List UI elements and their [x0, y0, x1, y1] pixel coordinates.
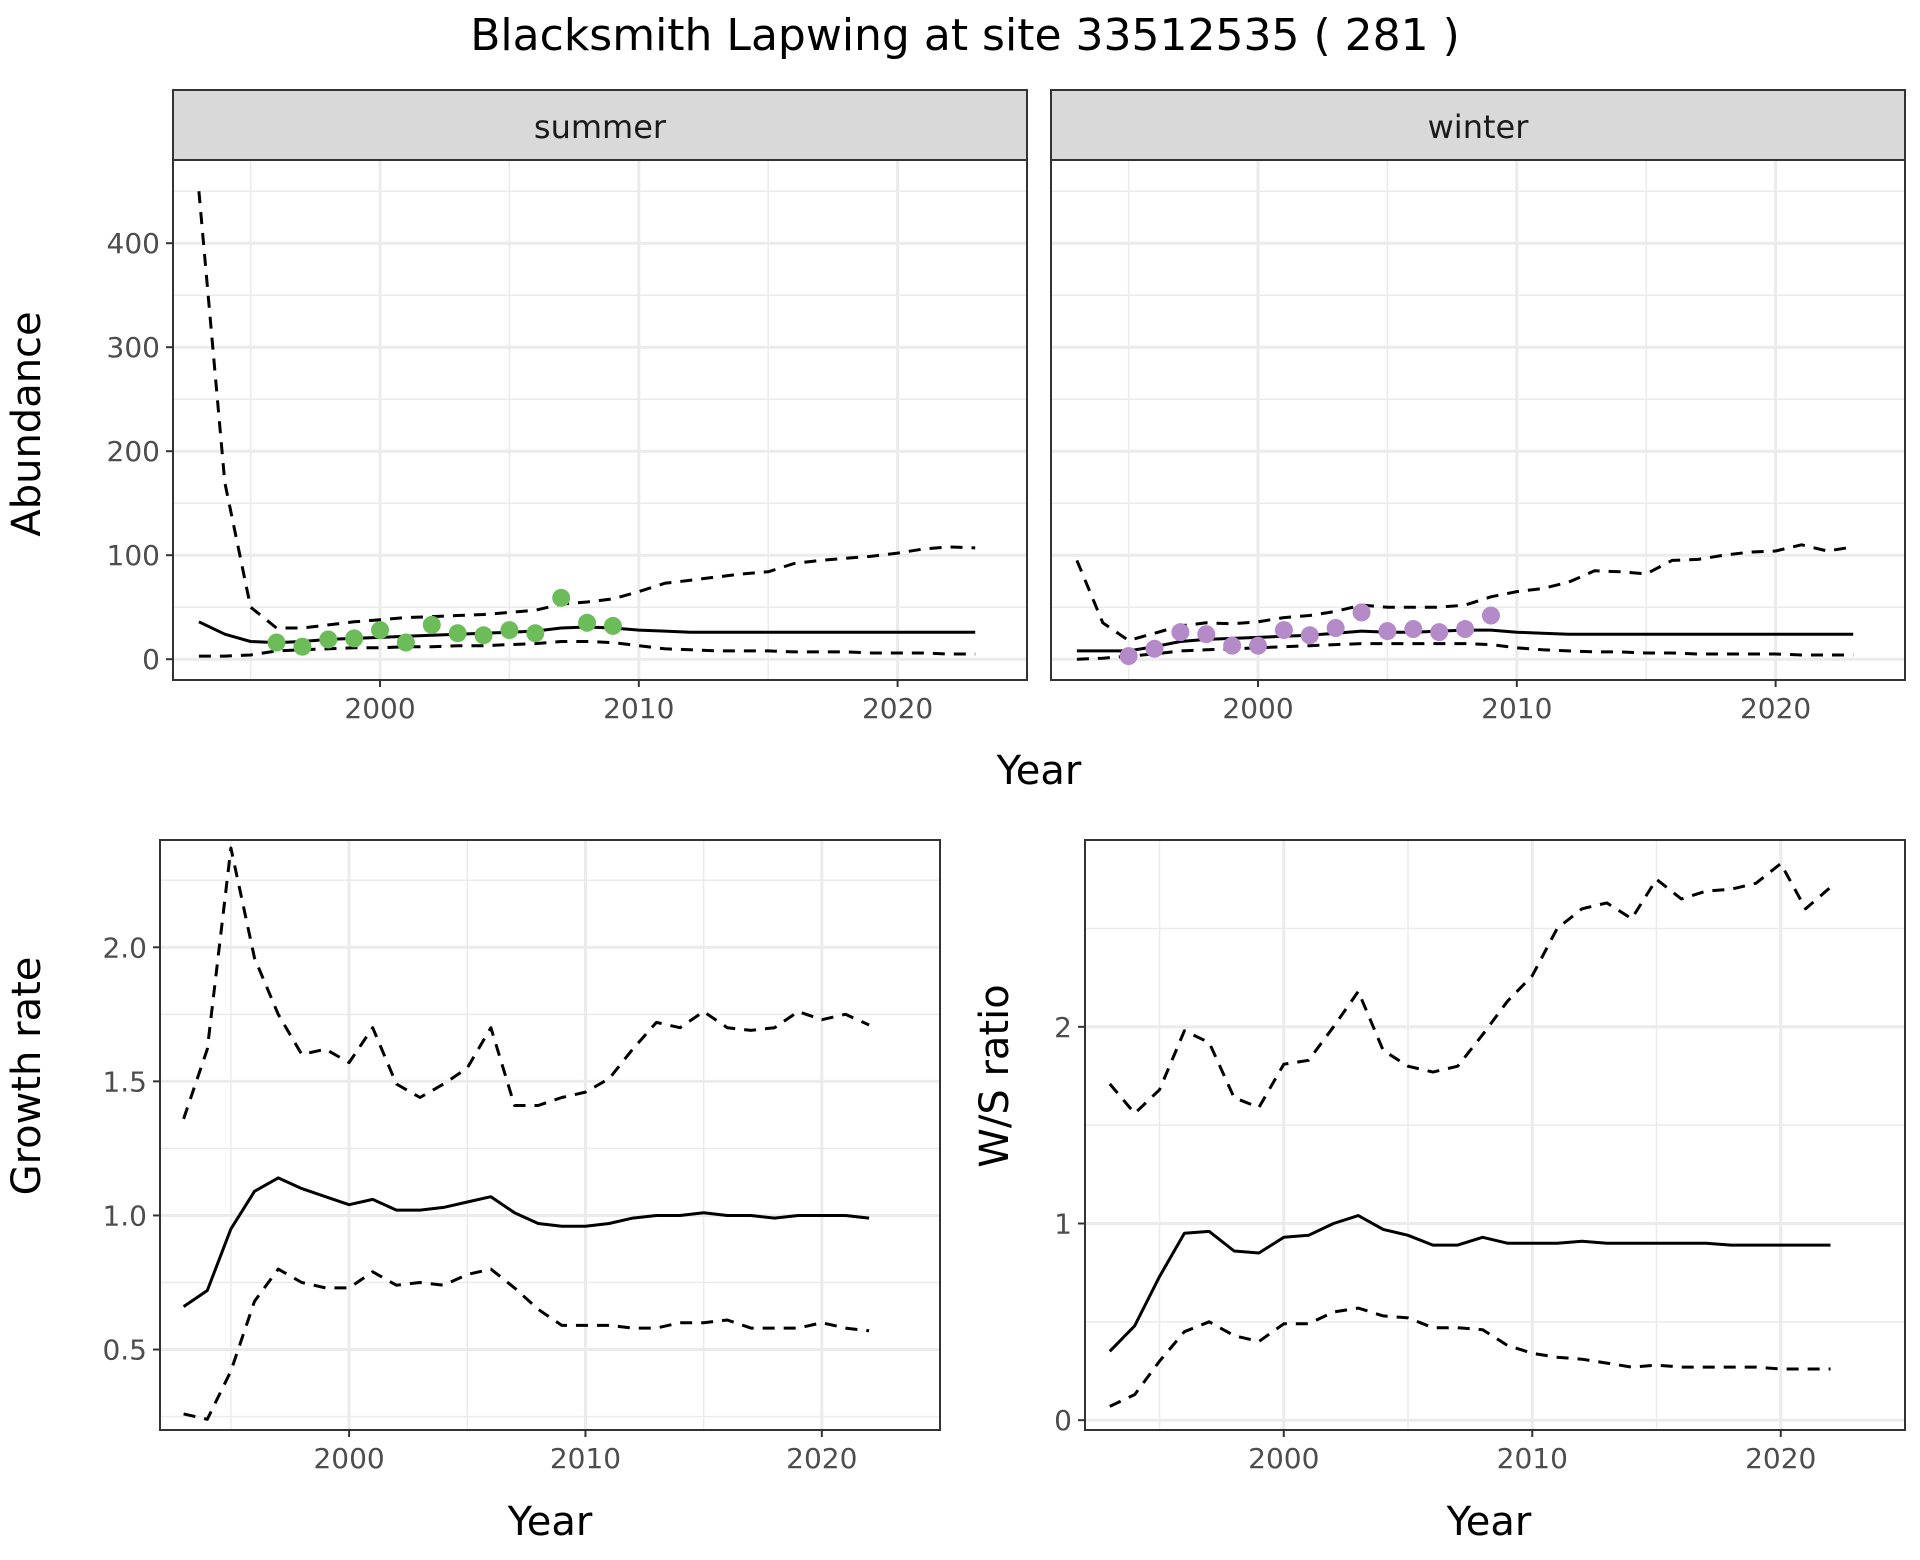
x-tick-label: 2000: [1222, 692, 1293, 725]
y-tick-label: 300: [107, 331, 160, 364]
data-point: [267, 633, 286, 652]
winter-panel: winter 2000 2010 2020: [1050, 89, 1906, 725]
data-point: [1171, 623, 1190, 642]
y-tick-label: 0: [142, 643, 160, 676]
data-point: [1481, 606, 1500, 625]
interval-line: [1109, 1306, 1831, 1408]
data-point: [1378, 622, 1397, 641]
summer-strip-label: summer: [534, 108, 667, 146]
data-point: [500, 621, 519, 640]
interval-line: [183, 1267, 870, 1421]
data-point: [1223, 636, 1242, 655]
data-point: [448, 624, 467, 643]
data-point: [1249, 636, 1268, 655]
panel-border: [1084, 839, 1906, 1431]
interval-line: [1075, 543, 1854, 642]
interval-line: [197, 191, 976, 630]
ws-ratio-y-axis-title: W/S ratio: [972, 984, 1018, 1167]
y-tick-label: 200: [107, 435, 160, 468]
data-point: [1197, 625, 1216, 644]
summer-strip: [172, 89, 1028, 161]
x-tick-label: 2010: [1497, 1442, 1568, 1475]
data-point: [1274, 621, 1293, 640]
x-tick-label: 2020: [786, 1442, 857, 1475]
x-tick-label: 2000: [344, 692, 415, 725]
panel-background: [160, 840, 940, 1430]
data-point: [603, 616, 622, 635]
x-tick-label: 2020: [1740, 692, 1811, 725]
data-point: [1430, 623, 1449, 642]
data-point: [1119, 647, 1138, 666]
data-point: [1404, 620, 1423, 639]
y-tick-label: 1.5: [102, 1065, 147, 1098]
y-tick-label: 1: [1054, 1208, 1072, 1241]
abundance-x-axis-title: Year: [996, 748, 1082, 794]
y-tick-label: 400: [107, 227, 160, 260]
panel-background: [173, 160, 1027, 680]
interval-line: [1108, 862, 1832, 1115]
abundance-y-axis-title: Abundance: [4, 311, 50, 536]
ws-ratio-x-axis-title: Year: [1446, 1499, 1532, 1545]
data-point: [1326, 619, 1345, 637]
ws-ratio-panel: 2000 2010 2020 0 1 2: [1054, 839, 1906, 1475]
growth-rate-y-axis-title: Growth rate: [4, 957, 50, 1196]
y-tick-label: 0: [1054, 1404, 1072, 1437]
x-tick-label: 2010: [1481, 692, 1552, 725]
y-tick-label: 2.0: [102, 931, 147, 964]
data-point: [319, 630, 338, 649]
y-tick-label: 2: [1054, 1011, 1072, 1044]
interval-line: [182, 846, 870, 1120]
data-point: [474, 626, 493, 645]
x-tick-label: 2000: [1248, 1442, 1319, 1475]
chart-title: Blacksmith Lapwing at site 33512535 ( 28…: [470, 10, 1459, 61]
panel-border: [172, 159, 1028, 681]
data-point: [1300, 626, 1319, 645]
y-tick-label: 100: [107, 539, 160, 572]
estimate-line: [182, 1176, 870, 1308]
data-point: [422, 615, 441, 634]
x-tick-label: 2020: [1745, 1442, 1816, 1475]
y-tick-label: 1.0: [102, 1199, 147, 1232]
data-point: [1352, 603, 1371, 622]
panel-border: [1050, 159, 1906, 681]
x-tick-label: 2000: [313, 1442, 384, 1475]
panel-background: [1051, 160, 1905, 680]
interval-line: [198, 640, 976, 658]
data-point: [552, 588, 571, 607]
interval-line: [1076, 642, 1854, 661]
growth-rate-x-axis-title: Year: [507, 1499, 593, 1545]
y-tick-label: 0.5: [102, 1334, 147, 1367]
data-point: [526, 624, 545, 643]
winter-strip-label: winter: [1428, 108, 1530, 146]
x-tick-label: 2010: [550, 1442, 621, 1475]
data-point: [578, 613, 597, 632]
x-tick-label: 2010: [603, 692, 674, 725]
data-point: [396, 633, 415, 652]
summer-panel: summer 2000 2010 2020 0 100 200 300 400: [107, 89, 1028, 725]
x-tick-label: 2020: [862, 692, 933, 725]
winter-strip: [1050, 89, 1906, 161]
data-point: [1145, 639, 1164, 658]
panel-border: [159, 839, 941, 1431]
data-point: [1456, 620, 1475, 639]
growth-rate-panel: 2000 2010 2020 0.5 1.0 1.5 2.0: [102, 839, 941, 1475]
panel-background: [1085, 840, 1905, 1430]
data-point: [345, 629, 364, 648]
estimate-line: [1108, 1214, 1831, 1353]
data-point: [293, 637, 312, 656]
data-point: [371, 621, 390, 640]
